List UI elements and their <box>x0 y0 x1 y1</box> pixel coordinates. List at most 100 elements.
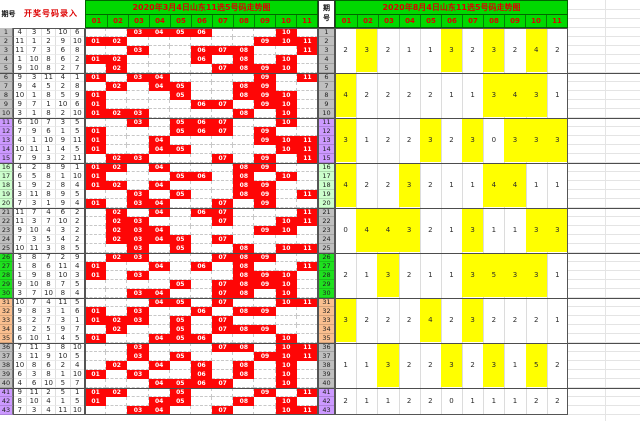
count-cell[interactable]: 1 <box>449 91 454 99</box>
draw-number-cell[interactable]: 8 <box>13 397 28 406</box>
draw-number-cell[interactable]: 3 <box>41 154 57 163</box>
draw-number-cell[interactable]: 5 <box>70 118 85 127</box>
trend-hit-cell[interactable]: 08 <box>233 163 255 172</box>
count-cell[interactable]: 1 <box>491 226 497 234</box>
draw-number-cell[interactable]: 3 <box>13 253 28 262</box>
trend-empty-cell[interactable] <box>169 64 191 73</box>
draw-number-cell[interactable]: 4 <box>56 73 71 82</box>
draw-number-cell[interactable]: 8 <box>13 325 28 334</box>
draw-number-cell[interactable]: 7 <box>27 298 42 307</box>
trend-hit-cell[interactable]: 02 <box>106 64 128 73</box>
count-cell[interactable]: 3 <box>470 136 475 144</box>
trend-empty-cell[interactable] <box>254 343 276 352</box>
count-cell[interactable]: 3 <box>385 361 391 369</box>
trend-empty-cell[interactable] <box>127 280 149 289</box>
period-cell[interactable]: 27 <box>0 262 13 271</box>
trend-hit-cell[interactable]: 08 <box>233 55 255 64</box>
trend-hit-cell[interactable]: 09 <box>254 91 276 100</box>
trend-hit-cell[interactable]: 04 <box>148 298 170 307</box>
count-cell[interactable]: 3 <box>555 226 560 234</box>
draw-number-cell[interactable]: 4 <box>70 199 85 208</box>
draw-number-cell[interactable]: 4 <box>56 334 71 343</box>
draw-number-cell[interactable]: 8 <box>27 253 42 262</box>
draw-number-cell[interactable]: 10 <box>56 28 71 37</box>
draw-number-cell[interactable]: 1 <box>27 136 42 145</box>
count-cell[interactable]: 3 <box>428 136 433 144</box>
trend-empty-cell[interactable] <box>296 316 318 325</box>
trend-hit-cell[interactable]: 11 <box>296 136 318 145</box>
trend-empty-cell[interactable] <box>296 172 318 181</box>
count-cell[interactable]: 3 <box>343 316 348 324</box>
draw-number-cell[interactable]: 10 <box>70 37 85 46</box>
draw-number-cell[interactable]: 2 <box>70 208 85 217</box>
trend-empty-cell[interactable] <box>254 118 276 127</box>
trend-hit-cell[interactable]: 06 <box>190 172 213 181</box>
trend-hit-cell[interactable]: 03 <box>127 316 149 325</box>
trend-empty-cell[interactable] <box>233 352 255 361</box>
trend-hit-cell[interactable]: 10 <box>275 361 297 370</box>
count-cell[interactable]: 0 <box>491 136 497 144</box>
draw-number-cell[interactable]: 10 <box>41 289 57 298</box>
draw-number-cell[interactable]: 4 <box>70 181 85 190</box>
trend-empty-cell[interactable] <box>296 289 318 298</box>
period-cell[interactable]: 36 <box>318 343 335 352</box>
count-cell[interactable]: 2 <box>533 397 539 405</box>
trend-empty-cell[interactable] <box>233 217 255 226</box>
count-cell[interactable]: 4 <box>385 226 391 234</box>
trend-hit-cell[interactable]: 01 <box>85 73 107 82</box>
trend-hit-cell[interactable]: 03 <box>127 28 149 37</box>
draw-number-cell[interactable]: 7 <box>41 118 57 127</box>
draw-number-cell[interactable]: 11 <box>56 262 71 271</box>
count-cell[interactable]: 2 <box>555 397 560 405</box>
trend-hit-cell[interactable]: 08 <box>233 244 255 253</box>
trend-hit-cell[interactable]: 02 <box>106 181 128 190</box>
trend-hit-cell[interactable]: 02 <box>106 163 128 172</box>
trend-empty-cell[interactable] <box>106 397 128 406</box>
count-cell[interactable]: 2 <box>512 316 518 324</box>
trend-hit-cell[interactable]: 02 <box>106 55 128 64</box>
trend-empty-cell[interactable] <box>190 406 213 415</box>
trend-empty-cell[interactable] <box>85 46 107 55</box>
trend-hit-cell[interactable]: 04 <box>148 199 170 208</box>
draw-number-cell[interactable]: 2 <box>70 235 85 244</box>
count-cell[interactable]: 3 <box>449 46 454 54</box>
period-cell[interactable]: 37 <box>0 352 13 361</box>
count-cell[interactable]: 5 <box>491 271 497 279</box>
period-cell[interactable]: 15 <box>318 154 335 163</box>
draw-number-cell[interactable]: 2 <box>70 226 85 235</box>
trend-empty-cell[interactable] <box>233 37 255 46</box>
trend-empty-cell[interactable] <box>275 154 297 163</box>
period-cell[interactable]: 9 <box>318 100 335 109</box>
draw-number-cell[interactable]: 7 <box>41 253 57 262</box>
trend-empty-cell[interactable] <box>106 100 128 109</box>
trend-empty-cell[interactable] <box>85 325 107 334</box>
trend-empty-cell[interactable] <box>85 298 107 307</box>
draw-number-cell[interactable]: 10 <box>70 109 85 118</box>
count-cell[interactable]: 1 <box>428 46 433 54</box>
draw-number-cell[interactable]: 3 <box>41 46 57 55</box>
trend-empty-cell[interactable] <box>127 172 149 181</box>
draw-number-cell[interactable]: 10 <box>41 379 57 388</box>
trend-hit-cell[interactable]: 10 <box>275 289 297 298</box>
count-cell[interactable]: 4 <box>512 181 518 189</box>
trend-hit-cell[interactable]: 11 <box>296 190 318 199</box>
draw-number-cell[interactable]: 3 <box>13 289 28 298</box>
trend-hit-cell[interactable]: 07 <box>212 235 234 244</box>
count-cell[interactable]: 2 <box>406 361 412 369</box>
trend-empty-cell[interactable] <box>148 127 170 136</box>
trend-empty-cell[interactable] <box>296 325 318 334</box>
trend-hit-cell[interactable]: 01 <box>85 55 107 64</box>
draw-number-cell[interactable]: 1 <box>27 37 42 46</box>
trend-hit-cell[interactable]: 10 <box>275 91 297 100</box>
trend-hit-cell[interactable]: 05 <box>169 388 191 397</box>
trend-empty-cell[interactable] <box>127 163 149 172</box>
trend-empty-cell[interactable] <box>127 379 149 388</box>
trend-hit-cell[interactable]: 08 <box>233 253 255 262</box>
trend-hit-cell[interactable]: 09 <box>254 199 276 208</box>
draw-number-cell[interactable]: 8 <box>41 55 57 64</box>
trend-empty-cell[interactable] <box>254 46 276 55</box>
trend-hit-cell[interactable]: 06 <box>190 307 213 316</box>
period-cell[interactable]: 8 <box>0 91 13 100</box>
trend-empty-cell[interactable] <box>212 388 234 397</box>
draw-number-cell[interactable]: 3 <box>13 190 28 199</box>
